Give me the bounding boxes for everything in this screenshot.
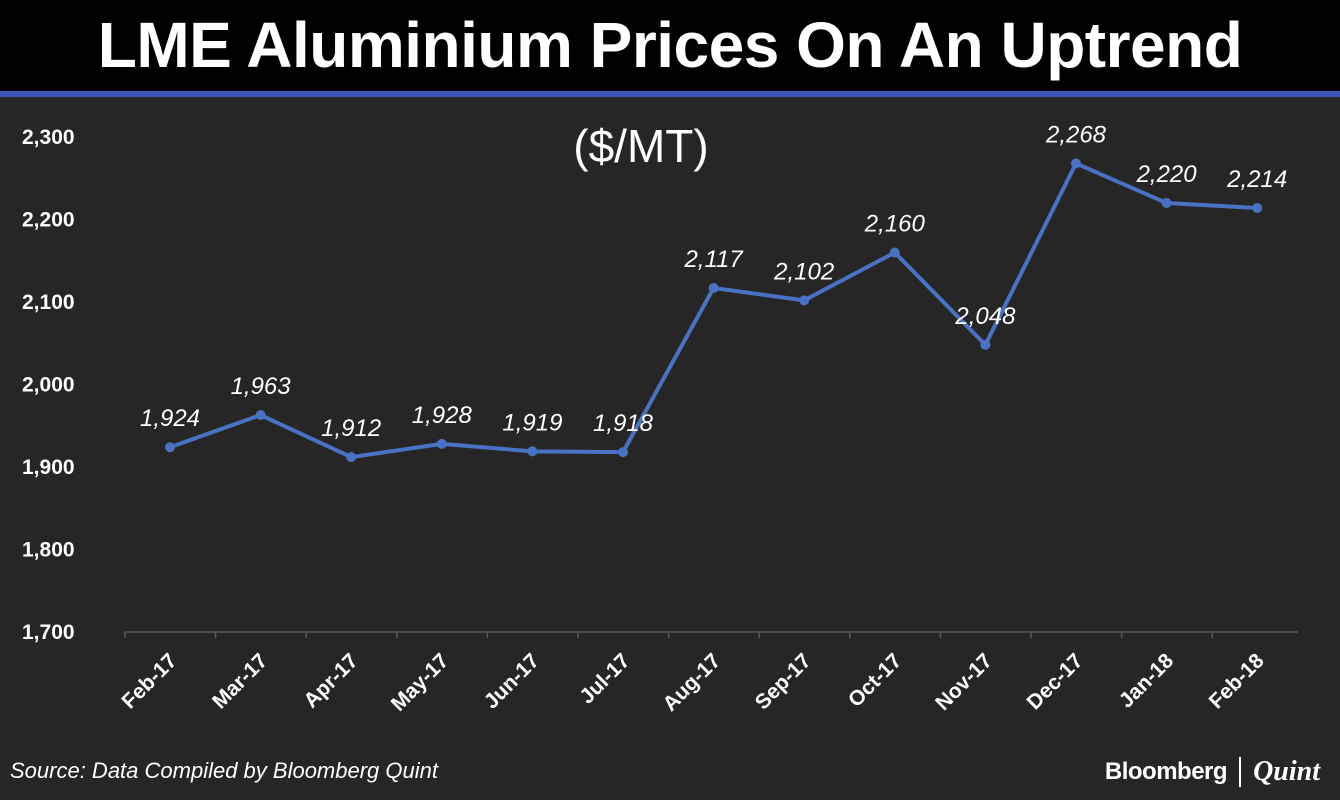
chart-subtitle: ($/MT) [573,120,708,172]
x-tick-label: Feb-17 [117,649,181,713]
data-label: 2,117 [683,246,744,273]
page-title: LME Aluminium Prices On An Uptrend [97,9,1243,81]
brand-quint: Quint [1253,756,1320,787]
data-point [799,295,810,306]
data-label: 1,963 [231,373,292,400]
price-series: 1,924 1,963 1,912 1,928 1,919 1,918 2,117 2,102… [140,121,1287,463]
x-tick-label: Dec-17 [1023,649,1088,714]
x-tick-label: Nov-17 [931,649,997,715]
y-tick-label: 1,700 [22,621,75,644]
y-axis: 1,700 1,800 1,900 2,000 2,100 2,200 2,300 [22,126,75,644]
y-tick-label: 2,200 [22,209,75,232]
y-tick-label: 2,000 [22,374,75,397]
data-label: 2,160 [864,211,926,238]
data-label: 2,048 [954,303,1016,330]
data-label: 1,912 [321,415,381,442]
data-point [255,410,266,421]
data-point [1252,202,1263,213]
x-tick-label: Feb-18 [1205,649,1269,713]
x-tick-label: Jul-17 [575,649,634,708]
brand-bloomberg: Bloomberg [1104,758,1228,785]
data-point [436,438,447,449]
x-tick-label: Sep-17 [751,649,816,714]
data-point [527,446,538,457]
x-tick-label: Jun-17 [480,649,544,713]
data-label: 2,220 [1136,161,1198,188]
y-tick-label: 1,900 [22,456,75,479]
data-label: 1,928 [412,402,473,429]
brand-divider [1239,757,1242,787]
data-label: 1,919 [502,409,562,436]
data-point [346,452,357,463]
series-line [168,161,1260,460]
data-label: 2,102 [773,258,834,285]
x-tick-label: Jan-18 [1115,649,1179,713]
x-tick-label: Mar-17 [208,649,272,713]
data-point [980,339,991,350]
x-tick-label: Oct-17 [844,649,906,711]
header-bar: LME Aluminium Prices On An Uptrend [0,0,1340,91]
data-label: 2,214 [1226,166,1287,193]
y-tick-label: 1,800 [22,539,75,562]
data-label: 1,918 [593,410,654,437]
data-label: 1,924 [140,405,200,432]
y-tick-label: 2,100 [22,291,75,314]
data-label: 2,268 [1045,121,1107,148]
data-point [889,247,900,258]
data-point [618,447,628,458]
x-tick-label: Apr-17 [299,649,362,712]
y-tick-label: 2,300 [22,126,75,149]
data-point [165,442,175,453]
accent-rule [0,91,1340,97]
x-tick-label: Aug-17 [659,649,726,716]
x-tick-label: May-17 [387,649,454,716]
data-point [1161,198,1172,208]
brand-logo: Bloomberg Quint [1105,754,1320,790]
data-point [1071,158,1081,169]
source-note: Source: Data Compiled by Bloomberg Quint [10,758,438,783]
data-point [708,282,719,293]
x-axis: Feb-17 Mar-17 Apr-17 May-17 Jun-17 Jul-17 Aug-… [117,631,1298,716]
